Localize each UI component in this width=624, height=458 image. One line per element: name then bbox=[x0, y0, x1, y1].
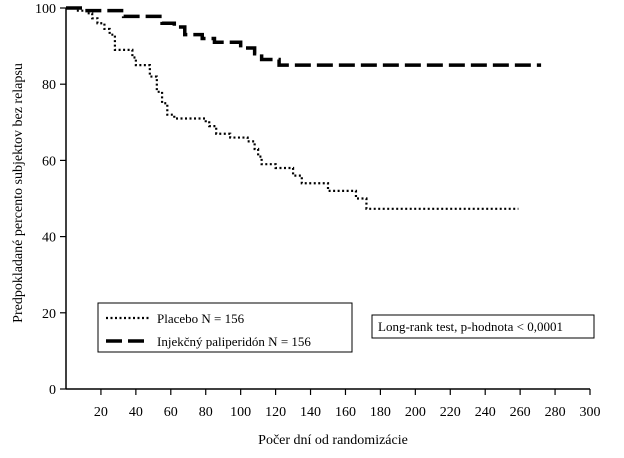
x-tick-label: 80 bbox=[199, 405, 213, 420]
annotation: Long-rank test, p-hodnota < 0,0001 bbox=[371, 314, 595, 339]
x-tick-label: 280 bbox=[545, 405, 566, 420]
x-tick-label: 60 bbox=[164, 405, 178, 420]
series-line-paliperidone bbox=[66, 6, 542, 67]
x-tick-label: 200 bbox=[405, 405, 426, 420]
x-tick-label: 240 bbox=[475, 405, 496, 420]
annotation-text: Long-rank test, p-hodnota < 0,0001 bbox=[378, 319, 563, 334]
annotation-box bbox=[371, 314, 595, 339]
y-tick-label: 40 bbox=[42, 231, 56, 246]
x-tick-label: 40 bbox=[129, 405, 143, 420]
x-tick-label: 100 bbox=[230, 405, 251, 420]
legend-label-paliperidone: Injekčný paliperidón N = 156 bbox=[157, 334, 311, 349]
y-tick-label: 80 bbox=[42, 78, 56, 93]
y-ticks: 0 20 40 60 80 100 bbox=[35, 2, 66, 398]
y-tick-label: 20 bbox=[42, 307, 56, 322]
y-tick-label: 0 bbox=[49, 383, 56, 398]
x-tick-label: 140 bbox=[300, 405, 321, 420]
x-ticks: 20 40 60 80 100 120 140 160 180 200 220 240 260 280 30… bbox=[94, 389, 601, 420]
y-tick-label: 60 bbox=[42, 154, 56, 169]
x-tick-label: 20 bbox=[94, 405, 108, 420]
x-tick-label: 260 bbox=[510, 405, 531, 420]
x-tick-label: 180 bbox=[370, 405, 391, 420]
x-axis-label: Počer dní od randomizácie bbox=[258, 433, 408, 448]
series-line-placebo bbox=[66, 6, 519, 210]
x-tick-label: 300 bbox=[580, 405, 601, 420]
y-axis-label: Predpokladané percento subjektov bez rel… bbox=[11, 63, 26, 323]
x-tick-label: 160 bbox=[335, 405, 356, 420]
series-lines bbox=[66, 6, 542, 210]
y-tick-label: 100 bbox=[35, 2, 56, 17]
legend-box bbox=[97, 302, 353, 353]
x-tick-label: 220 bbox=[440, 405, 461, 420]
legend: Placebo N = 156 Injekčný paliperidón N =… bbox=[97, 302, 353, 353]
x-tick-label: 120 bbox=[265, 405, 286, 420]
legend-label-placebo: Placebo N = 156 bbox=[157, 311, 245, 326]
